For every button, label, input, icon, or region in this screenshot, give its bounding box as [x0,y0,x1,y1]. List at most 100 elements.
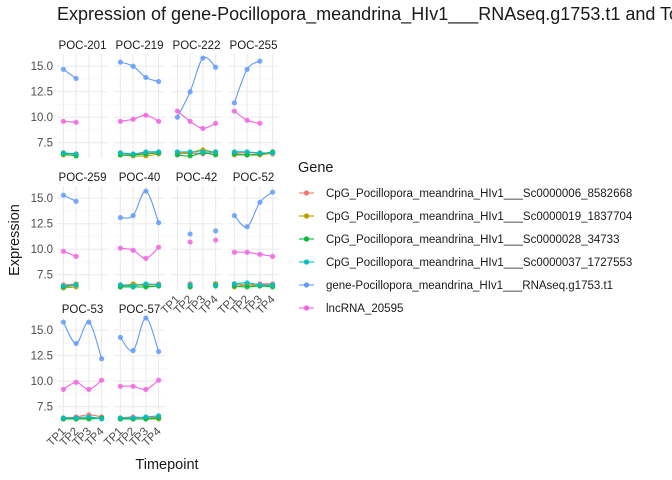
y-tick-label: 12.5 [31,87,53,99]
data-point [130,348,136,354]
y-axis-title: Expression [7,204,23,276]
data-point [257,251,263,257]
data-point [86,319,92,325]
legend-item: gene-Pocillopora_meandrina_HIv1___RNAseq… [299,280,613,292]
legend-label: gene-Pocillopora_meandrina_HIv1___RNAseq… [326,280,613,292]
series-line [234,282,273,286]
y-tick-label: 12.5 [31,351,53,363]
legend-label: CpG_Pocillopora_meandrina_HIv1___Sc00000… [326,257,632,269]
y-tick-label: 10.0 [31,112,53,124]
series-line [63,416,102,420]
legend-label: lncRNA_20595 [326,303,403,315]
series-line [176,56,217,118]
data-point [257,150,263,156]
facet-strip-label: POC-255 [230,40,278,52]
data-point [117,334,123,340]
data-point [174,114,180,120]
series-line [177,152,216,157]
data-point [187,231,193,237]
data-point [187,282,193,288]
data-point [143,315,149,321]
legend-title: Gene [298,160,333,176]
data-point [156,118,162,124]
legend-item: lncRNA_20595 [299,303,403,315]
series-line [234,251,273,257]
data-point [117,415,123,421]
data-point [231,212,237,219]
y-tick-label: 15.0 [31,325,53,337]
series-line [177,149,216,155]
series-line [120,415,159,419]
facet-strip-label: POC-40 [119,172,161,184]
data-point [60,150,66,156]
data-point [156,78,162,85]
y-tick-label: 10.0 [31,244,53,256]
series-line [119,317,160,352]
data-point [60,66,66,72]
data-point [231,100,237,106]
y-tick-label: 7.5 [37,402,53,414]
series-line [177,151,216,155]
series-line [63,379,102,390]
data-point [244,249,250,255]
legend-label: CpG_Pocillopora_meandrina_HIv1___Sc00000… [326,188,632,200]
facet-panel: POC-255 [228,40,279,158]
facet-strip-label: POC-259 [59,172,107,184]
x-axis-title: Timepoint [135,457,198,473]
legend-key-point [303,305,310,311]
data-point [60,415,66,421]
data-point [73,415,79,421]
data-point [174,149,180,155]
series-line [234,151,273,154]
facet-strip-label: POC-57 [119,304,161,316]
data-point [200,55,206,61]
data-point [257,199,263,205]
series-line [120,379,159,391]
data-point [73,253,79,259]
data-point [130,63,136,69]
series-line [234,285,273,288]
facet-panel: POC-201 7.5 10.0 12.5 15.0 [31,40,108,159]
legend-label: CpG_Pocillopora_meandrina_HIv1___Sc00000… [326,234,619,246]
facet-strip-label: POC-53 [62,304,104,316]
data-point [73,340,79,347]
data-point [99,356,105,362]
data-point [60,283,66,289]
data-point [244,224,250,230]
data-point [143,281,149,287]
legend-item: CpG_Pocillopora_meandrina_HIv1___Sc00000… [299,234,619,246]
data-point [86,414,92,420]
data-point [244,117,250,123]
data-point [117,215,123,221]
data-point [174,108,180,114]
data-point [60,248,66,254]
data-point [257,120,263,126]
data-point [270,189,276,195]
facet-strip-label: POC-42 [176,172,218,184]
data-point [156,220,162,226]
data-point [213,237,219,243]
data-point [73,282,79,288]
series-line [120,114,159,122]
facet-strip-label: POC-201 [59,40,107,52]
data-point [244,149,250,155]
facet-strip-label: POC-52 [233,172,275,184]
series-line [120,417,159,420]
facet-strip-label: POC-222 [173,40,221,52]
data-point [213,228,219,234]
series-line [63,417,102,420]
data-point [143,255,149,261]
legend-key-point [303,190,310,196]
data-point [270,282,276,288]
data-point [244,280,250,286]
data-point [156,149,162,155]
legend-key-point [303,213,310,219]
data-point [130,283,136,289]
series-line [120,61,159,83]
data-point [73,119,79,125]
data-point [117,118,123,124]
chart-title: Expression of gene-Pocillopora_meandrina… [57,4,672,25]
legend-item: CpG_Pocillopora_meandrina_HIv1___Sc00000… [299,188,632,200]
